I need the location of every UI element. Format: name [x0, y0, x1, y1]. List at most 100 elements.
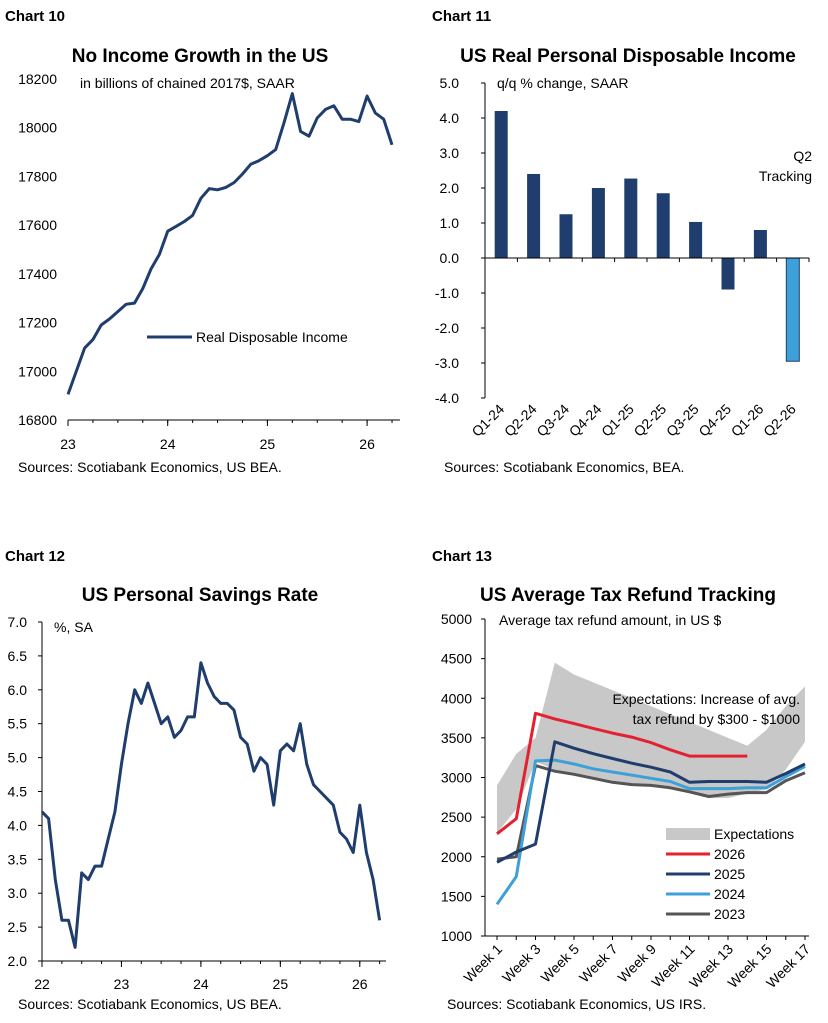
y-tick-label: 17000 [18, 363, 57, 379]
chart-subtitle: %, SA [54, 619, 94, 635]
expectations-band [497, 662, 805, 833]
y-tick-label: 3500 [441, 730, 472, 746]
chart-12-svg: Chart 12 US Personal Savings Rate %, SA 7.0… [5, 548, 386, 1012]
series-line-savings-rate [40, 661, 382, 949]
y-tick-label: 0.0 [440, 250, 460, 266]
bar-q1-26 [753, 230, 767, 258]
bar-q3-24 [559, 214, 573, 258]
y-tick-label: -4.0 [435, 390, 459, 406]
bar-q2-26 [785, 257, 800, 362]
bar-q2-25 [656, 193, 670, 258]
y-tick-label: 1.0 [440, 215, 460, 231]
legend-label-2026: 2026 [714, 846, 745, 862]
y-tick-label: 5.5 [8, 716, 28, 732]
chart-10-svg: Chart 10 No Income Growth in the US in bil… [5, 8, 400, 475]
y-tick-label: 4500 [441, 651, 472, 667]
chart-11-panel: Chart 11 US Real Personal Disposable Inco… [414, 0, 828, 511]
y-tick-label: 6.5 [8, 648, 28, 664]
chart-13-svg: Chart 13 US Average Tax Refund Tracking Av… [432, 548, 813, 1012]
bar-q2-24 [527, 174, 541, 258]
x-tick-label: Q2-26 [760, 401, 799, 440]
chart-12-panel: Chart 12 US Personal Savings Rate %, SA 7.0… [0, 511, 414, 1023]
chart-title: US Average Tax Refund Tracking [480, 585, 776, 606]
x-tick-label: Week 5 [537, 941, 582, 986]
chart-subtitle: q/q % change, SAAR [497, 75, 629, 91]
x-tick-label: 23 [60, 436, 76, 452]
x-tick-label: 26 [359, 436, 375, 452]
x-tick-label: Q4-24 [566, 401, 605, 440]
y-tick-label: 2500 [441, 809, 472, 825]
source-note: Sources: Scotiabank Economics, BEA. [444, 459, 684, 475]
x-tick-label: Q4-25 [695, 401, 734, 440]
y-tick-label: 4.0 [440, 110, 460, 126]
bar-q4-24 [591, 188, 605, 258]
x-tick-label: 26 [352, 976, 368, 992]
annotation-line1: Expectations: Increase of avg. [612, 691, 800, 707]
y-tick-label: 3.5 [8, 851, 28, 867]
legend-label-2024: 2024 [714, 886, 745, 902]
y-tick-label: -3.0 [435, 355, 459, 371]
chart-subtitle: Average tax refund amount, in US $ [499, 612, 722, 628]
chart-title: US Real Personal Disposable Income [460, 46, 796, 67]
legend-label-expectations: Expectations [714, 826, 794, 842]
x-tick-label: Q1-25 [598, 401, 637, 440]
y-tick-label: 2.0 [440, 180, 460, 196]
x-tick-label: Q2-25 [630, 401, 669, 440]
chart-11-svg: Chart 11 US Real Personal Disposable Inco… [432, 8, 812, 475]
y-tick-label: 3.0 [8, 885, 28, 901]
x-tick-label: Q3-24 [533, 401, 572, 440]
bar-q3-25 [689, 221, 703, 258]
y-tick-label: -2.0 [435, 320, 459, 336]
y-tick-label: 3.0 [440, 145, 460, 161]
y-tick-label: 7.0 [8, 614, 28, 630]
chart-13-panel: Chart 13 US Average Tax Refund Tracking Av… [414, 511, 828, 1023]
chart-label: Chart 10 [5, 8, 65, 25]
y-tick-label: 4.5 [8, 784, 28, 800]
x-tick-label: Q2-24 [501, 401, 540, 440]
y-tick-label: 2.0 [8, 953, 28, 969]
y-tick-label: 18200 [18, 71, 57, 87]
y-tick-label: 17600 [18, 217, 57, 233]
x-tick-label: 23 [114, 976, 130, 992]
chart-title: No Income Growth in the US [72, 46, 329, 67]
legend-label-2023: 2023 [714, 906, 745, 922]
series-line-real-disposable-income [66, 92, 394, 395]
legend-swatch-expectations [666, 828, 710, 840]
chart-label: Chart 11 [432, 8, 491, 25]
source-note: Sources: Scotiabank Economics, US IRS. [447, 996, 706, 1012]
y-tick-label: 5000 [441, 611, 472, 627]
y-tick-label: 4000 [441, 690, 472, 706]
series-line-2024 [495, 758, 806, 906]
y-tick-label: 5.0 [440, 75, 460, 91]
y-tick-label: 5.0 [8, 750, 28, 766]
y-tick-label: 1000 [441, 928, 472, 944]
legend-label: Real Disposable Income [196, 329, 348, 345]
x-tick-label: 22 [34, 976, 50, 992]
y-tick-label: 17400 [18, 266, 57, 282]
x-tick-label: Q3-25 [663, 401, 702, 440]
x-tick-label: 25 [260, 436, 276, 452]
x-tick-label: Week 1 [460, 941, 505, 986]
y-tick-label: 1500 [441, 888, 472, 904]
x-tick-label: Q1-26 [728, 401, 767, 440]
bar-q4-25 [721, 258, 735, 290]
x-tick-label: Q1-24 [468, 401, 507, 440]
chart-label: Chart 12 [5, 548, 65, 565]
source-note: Sources: Scotiabank Economics, US BEA. [18, 459, 282, 475]
series-line-2026 [496, 711, 748, 835]
legend-label-2025: 2025 [714, 866, 745, 882]
annotation-line2: tax refund by $300 - $1000 [633, 711, 801, 727]
x-tick-label: Week 7 [576, 941, 621, 986]
source-note: Sources: Scotiabank Economics, US BEA. [18, 996, 282, 1012]
y-tick-label: 2000 [441, 849, 472, 865]
y-tick-label: 18000 [18, 120, 57, 136]
bar-q1-25 [624, 178, 638, 258]
chart-subtitle: in billions of chained 2017$, SAAR [80, 75, 295, 91]
y-tick-label: 6.0 [8, 682, 28, 698]
series-line-2025 [496, 740, 806, 864]
x-tick-label: 24 [193, 976, 209, 992]
y-tick-label: 17800 [18, 168, 57, 184]
y-tick-label: 2.5 [8, 919, 28, 935]
x-tick-label: Week 3 [499, 941, 544, 986]
x-tick-label: 25 [273, 976, 289, 992]
